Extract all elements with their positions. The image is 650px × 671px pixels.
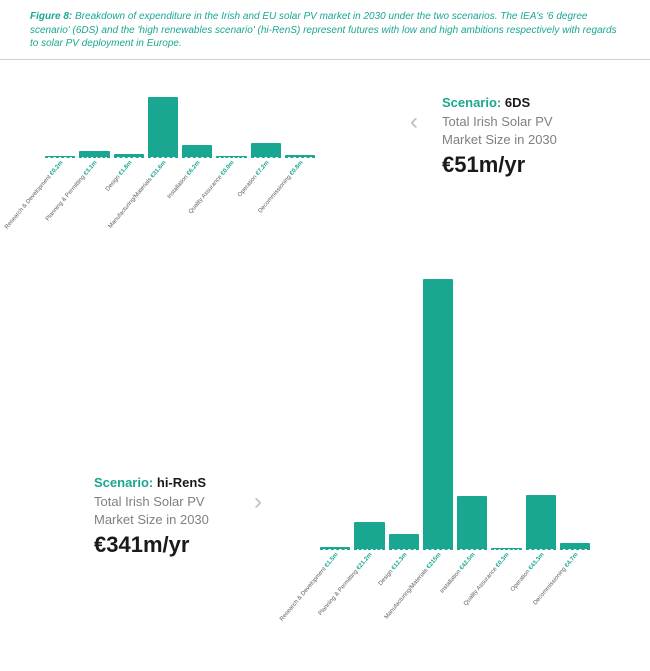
bars-row — [45, 98, 315, 158]
chevron-left-icon: ‹ — [410, 108, 418, 136]
bar-rect — [354, 522, 384, 549]
bar-rect — [216, 156, 246, 157]
scenario-line: Scenario: hi-RenS — [94, 475, 209, 490]
scenario-line: Scenario: 6DS — [442, 95, 557, 110]
bar-value: €1.5m — [324, 552, 340, 569]
bar-4 — [457, 496, 487, 550]
summary-total: €51m/yr — [442, 152, 557, 178]
bar-label: Installation €6.2m — [167, 160, 202, 200]
bar-value: €42.5m — [459, 552, 477, 571]
figure-label: Figure 8: — [30, 11, 72, 22]
bar-category: Operation — [237, 173, 260, 198]
summary-sub2: Market Size in 2030 — [442, 131, 557, 149]
bar-rect — [45, 156, 75, 157]
bar-rect — [251, 143, 281, 157]
scenario-prefix: Scenario: — [442, 95, 501, 110]
bar-1 — [354, 522, 384, 550]
bar-label: Research & Development €1.5m — [279, 552, 340, 623]
bar-label: Manufacturing/Materials €31.6m — [108, 160, 168, 230]
bar-7 — [560, 543, 590, 550]
bar-label: Research & Development €0.2m — [4, 160, 65, 231]
bar-value: €12.3m — [391, 552, 409, 571]
bar-rect — [526, 495, 556, 549]
bar-rect — [79, 151, 109, 157]
bar-rect — [320, 547, 350, 549]
chevron-right-icon: › — [254, 488, 262, 516]
bar-6 — [526, 495, 556, 550]
bar-category: Installation — [440, 568, 464, 595]
summary-6ds: Scenario: 6DS Total Irish Solar PV Marke… — [442, 95, 557, 178]
bar-value: €4.7m — [564, 552, 580, 569]
bar-value: €31.6m — [150, 160, 168, 179]
summary-total: €341m/yr — [94, 532, 209, 558]
bar-rect — [423, 279, 453, 549]
figure-caption: Figure 8: Breakdown of expenditure in th… — [0, 0, 650, 60]
bar-category: Quality Assurance — [463, 565, 500, 607]
chart-hirens: Research & Development €1.5mPlanning & P… — [320, 280, 590, 660]
bar-value: €0.2m — [49, 160, 65, 177]
bar-value: €43.3m — [528, 552, 546, 571]
bar-label: Design €1.8m — [105, 160, 134, 192]
bar-category: Decommissioning — [532, 565, 568, 606]
bar-rect — [560, 543, 590, 549]
summary-sub1: Total Irish Solar PV — [442, 113, 557, 131]
bar-category: Research & Development — [4, 173, 54, 231]
bar-1 — [79, 151, 109, 158]
scenario-prefix: Scenario: — [94, 475, 153, 490]
bar-value: €215m — [426, 552, 443, 570]
bar-value: €3.1m — [83, 160, 99, 177]
bar-rect — [148, 97, 178, 157]
bar-value: €0.8m — [289, 160, 305, 177]
caption-text: Breakdown of expenditure in the Irish an… — [30, 11, 617, 49]
bar-6 — [251, 143, 281, 158]
bar-rect — [182, 145, 212, 157]
bar-label: Operation €7.2m — [237, 160, 271, 198]
bar-value: €0.3m — [495, 552, 511, 569]
bar-category: Operation — [510, 568, 533, 593]
bar-rect — [285, 155, 315, 157]
bar-rect — [457, 496, 487, 549]
bar-rect — [491, 548, 521, 549]
bar-2 — [389, 534, 419, 550]
bar-category: Planning & Permitting — [45, 173, 88, 222]
bar-category: Planning & Permitting — [318, 568, 361, 617]
bar-label: Operation €43.3m — [510, 552, 546, 593]
summary-hirens: Scenario: hi-RenS Total Irish Solar PV M… — [94, 475, 209, 558]
bar-label: Manufacturing/Materials €215m — [384, 552, 443, 621]
bar-value: €7.2m — [255, 160, 271, 177]
chart-6ds: Research & Development €0.2mPlanning & P… — [45, 98, 315, 253]
bar-3 — [148, 97, 178, 158]
bar-category: Design — [377, 568, 395, 587]
bar-category: Decommissioning — [257, 173, 293, 214]
bar-4 — [182, 145, 212, 158]
bar-value: €0.0m — [220, 160, 236, 177]
bar-category: Design — [105, 173, 123, 192]
bar-value: €21.2m — [356, 552, 374, 571]
bar-label: Installation €42.5m — [440, 552, 477, 595]
scenario-name: 6DS — [505, 95, 530, 110]
summary-sub1: Total Irish Solar PV — [94, 493, 209, 511]
bar-3 — [423, 279, 453, 550]
bar-category: Quality Assurance — [188, 173, 225, 215]
bar-rect — [114, 154, 144, 157]
bar-value: €6.2m — [186, 160, 202, 177]
scenario-name: hi-RenS — [157, 475, 206, 490]
summary-sub2: Market Size in 2030 — [94, 511, 209, 529]
bar-label: Design €12.3m — [377, 552, 408, 587]
bar-rect — [389, 534, 419, 549]
bar-category: Installation — [167, 173, 191, 200]
bar-value: €1.8m — [118, 160, 134, 177]
bars-row — [320, 280, 590, 550]
